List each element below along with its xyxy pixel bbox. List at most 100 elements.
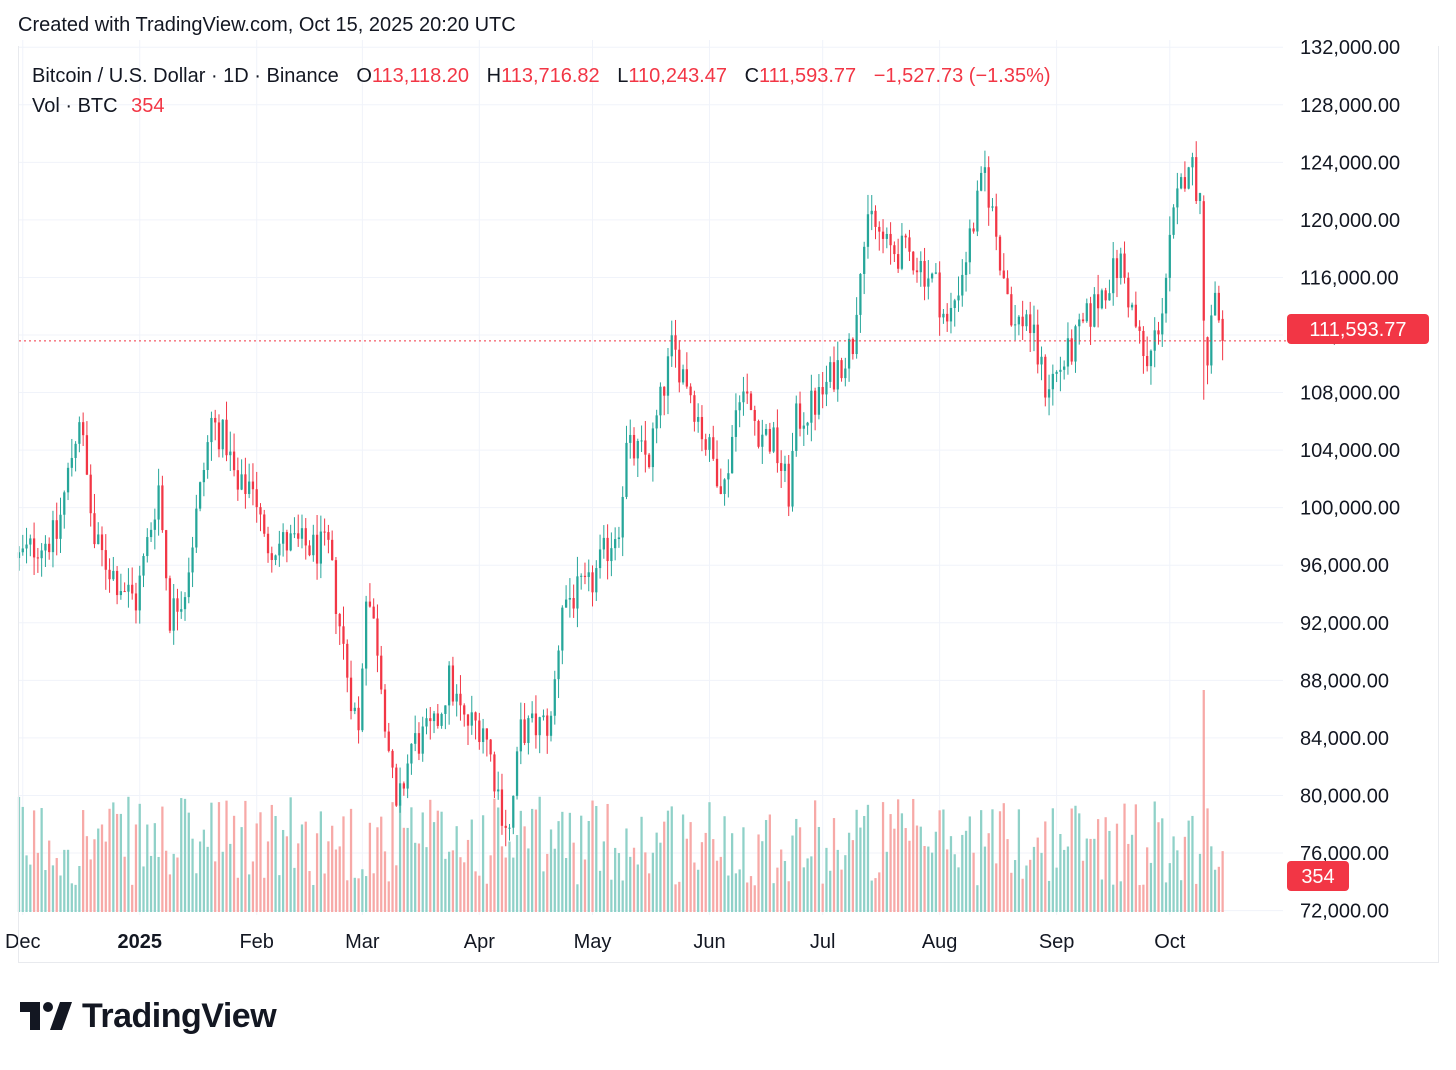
candle-body bbox=[1070, 338, 1073, 362]
candle-body bbox=[840, 360, 843, 379]
candle-body bbox=[651, 428, 655, 468]
volume-bar bbox=[1127, 843, 1130, 912]
candle-body bbox=[878, 226, 881, 232]
candle-body bbox=[1063, 366, 1066, 370]
volume-bar bbox=[115, 813, 119, 912]
volume-bar bbox=[753, 885, 756, 912]
candle-body bbox=[927, 278, 930, 287]
volume-bar bbox=[104, 841, 107, 912]
candle-body bbox=[787, 463, 790, 507]
volume-bar bbox=[417, 843, 421, 912]
volume-bar bbox=[346, 880, 349, 912]
volume-bar bbox=[964, 830, 968, 912]
volume-bar bbox=[930, 852, 934, 912]
candle-body bbox=[240, 474, 243, 490]
volume-bar bbox=[968, 816, 971, 912]
candle-body bbox=[519, 719, 522, 752]
candle-body bbox=[795, 403, 798, 451]
volume-bar bbox=[546, 853, 549, 912]
candle-body bbox=[297, 533, 300, 539]
volume-bar bbox=[183, 798, 187, 912]
high-value: 113,716.82 bbox=[501, 65, 600, 87]
volume-bar bbox=[764, 820, 768, 912]
volume-bar bbox=[855, 809, 858, 912]
volume-bar bbox=[1104, 817, 1107, 912]
volume-bar bbox=[466, 839, 470, 912]
candle-body bbox=[165, 530, 168, 579]
volume-bar bbox=[202, 829, 206, 912]
candle-body bbox=[961, 274, 964, 296]
volume-bar bbox=[414, 842, 417, 912]
volume-bar bbox=[568, 812, 572, 912]
volume-bar bbox=[957, 867, 960, 912]
tradingview-logo[interactable]: TradingView bbox=[20, 996, 277, 1036]
candle-body bbox=[625, 442, 628, 497]
volume-bar bbox=[425, 847, 428, 912]
open-label: O bbox=[356, 65, 372, 87]
candle-body bbox=[398, 783, 402, 806]
volume-bar bbox=[632, 847, 636, 912]
volume-bar bbox=[549, 829, 553, 912]
volume-bar bbox=[221, 851, 224, 912]
axis-tags: 111,593.77 354 bbox=[1287, 314, 1429, 891]
volume-bar bbox=[617, 853, 621, 912]
volume-bar bbox=[383, 851, 387, 912]
volume-bar bbox=[127, 796, 130, 912]
volume-bar bbox=[134, 824, 138, 912]
volume-bar bbox=[44, 870, 47, 912]
candle-body bbox=[546, 715, 549, 736]
volume-bar bbox=[881, 802, 885, 912]
candle-body bbox=[334, 560, 338, 615]
candle-body bbox=[1081, 319, 1085, 322]
volume-bar bbox=[278, 875, 281, 912]
volume-bar bbox=[655, 832, 658, 912]
candle-body bbox=[402, 783, 405, 789]
volume-bar bbox=[142, 866, 145, 912]
volume-bar bbox=[263, 877, 266, 912]
volume-bar bbox=[825, 847, 828, 912]
candle-body bbox=[293, 533, 296, 535]
candle-body bbox=[1210, 315, 1213, 366]
candle-body bbox=[889, 233, 892, 246]
candle-body bbox=[591, 572, 594, 593]
candle-body bbox=[934, 272, 938, 274]
volume-bar bbox=[776, 867, 779, 912]
volume-bar bbox=[123, 856, 126, 912]
volume-bar bbox=[915, 825, 919, 912]
candle-body bbox=[998, 236, 1002, 271]
volume-bar bbox=[527, 848, 530, 912]
volume-bar bbox=[459, 857, 462, 912]
candle-body bbox=[82, 422, 85, 436]
price-tick-label: 80,000.00 bbox=[1300, 785, 1389, 807]
candle-body bbox=[953, 300, 956, 308]
candle-body bbox=[802, 425, 805, 429]
volume-bar bbox=[768, 814, 771, 912]
candle-body bbox=[89, 474, 92, 514]
candle-body bbox=[21, 548, 24, 553]
candle-body bbox=[142, 556, 145, 576]
candle-body bbox=[610, 548, 613, 562]
candle-body bbox=[474, 712, 477, 721]
candle-body bbox=[417, 733, 421, 754]
volume-bar bbox=[904, 828, 907, 912]
candle-body bbox=[1176, 188, 1179, 208]
candle-body bbox=[1100, 290, 1104, 309]
volume-bar bbox=[225, 800, 228, 912]
volume-bar bbox=[644, 852, 647, 912]
candle-body bbox=[636, 440, 639, 459]
volume-bar bbox=[900, 813, 904, 912]
candle-body bbox=[436, 713, 439, 726]
volume-bar bbox=[289, 797, 292, 912]
volume-bar bbox=[757, 834, 760, 912]
volume-bar bbox=[448, 851, 451, 912]
volume-bar bbox=[580, 815, 583, 912]
candle-body bbox=[991, 206, 994, 208]
candle-body bbox=[715, 458, 719, 487]
price-tick-label: 92,000.00 bbox=[1300, 613, 1389, 635]
candle-body bbox=[783, 463, 787, 471]
candle-body bbox=[1010, 294, 1013, 326]
price-tick-label: 116,000.00 bbox=[1300, 267, 1399, 289]
candle-body bbox=[983, 167, 987, 173]
price-tick-label: 108,000.00 bbox=[1300, 383, 1400, 405]
